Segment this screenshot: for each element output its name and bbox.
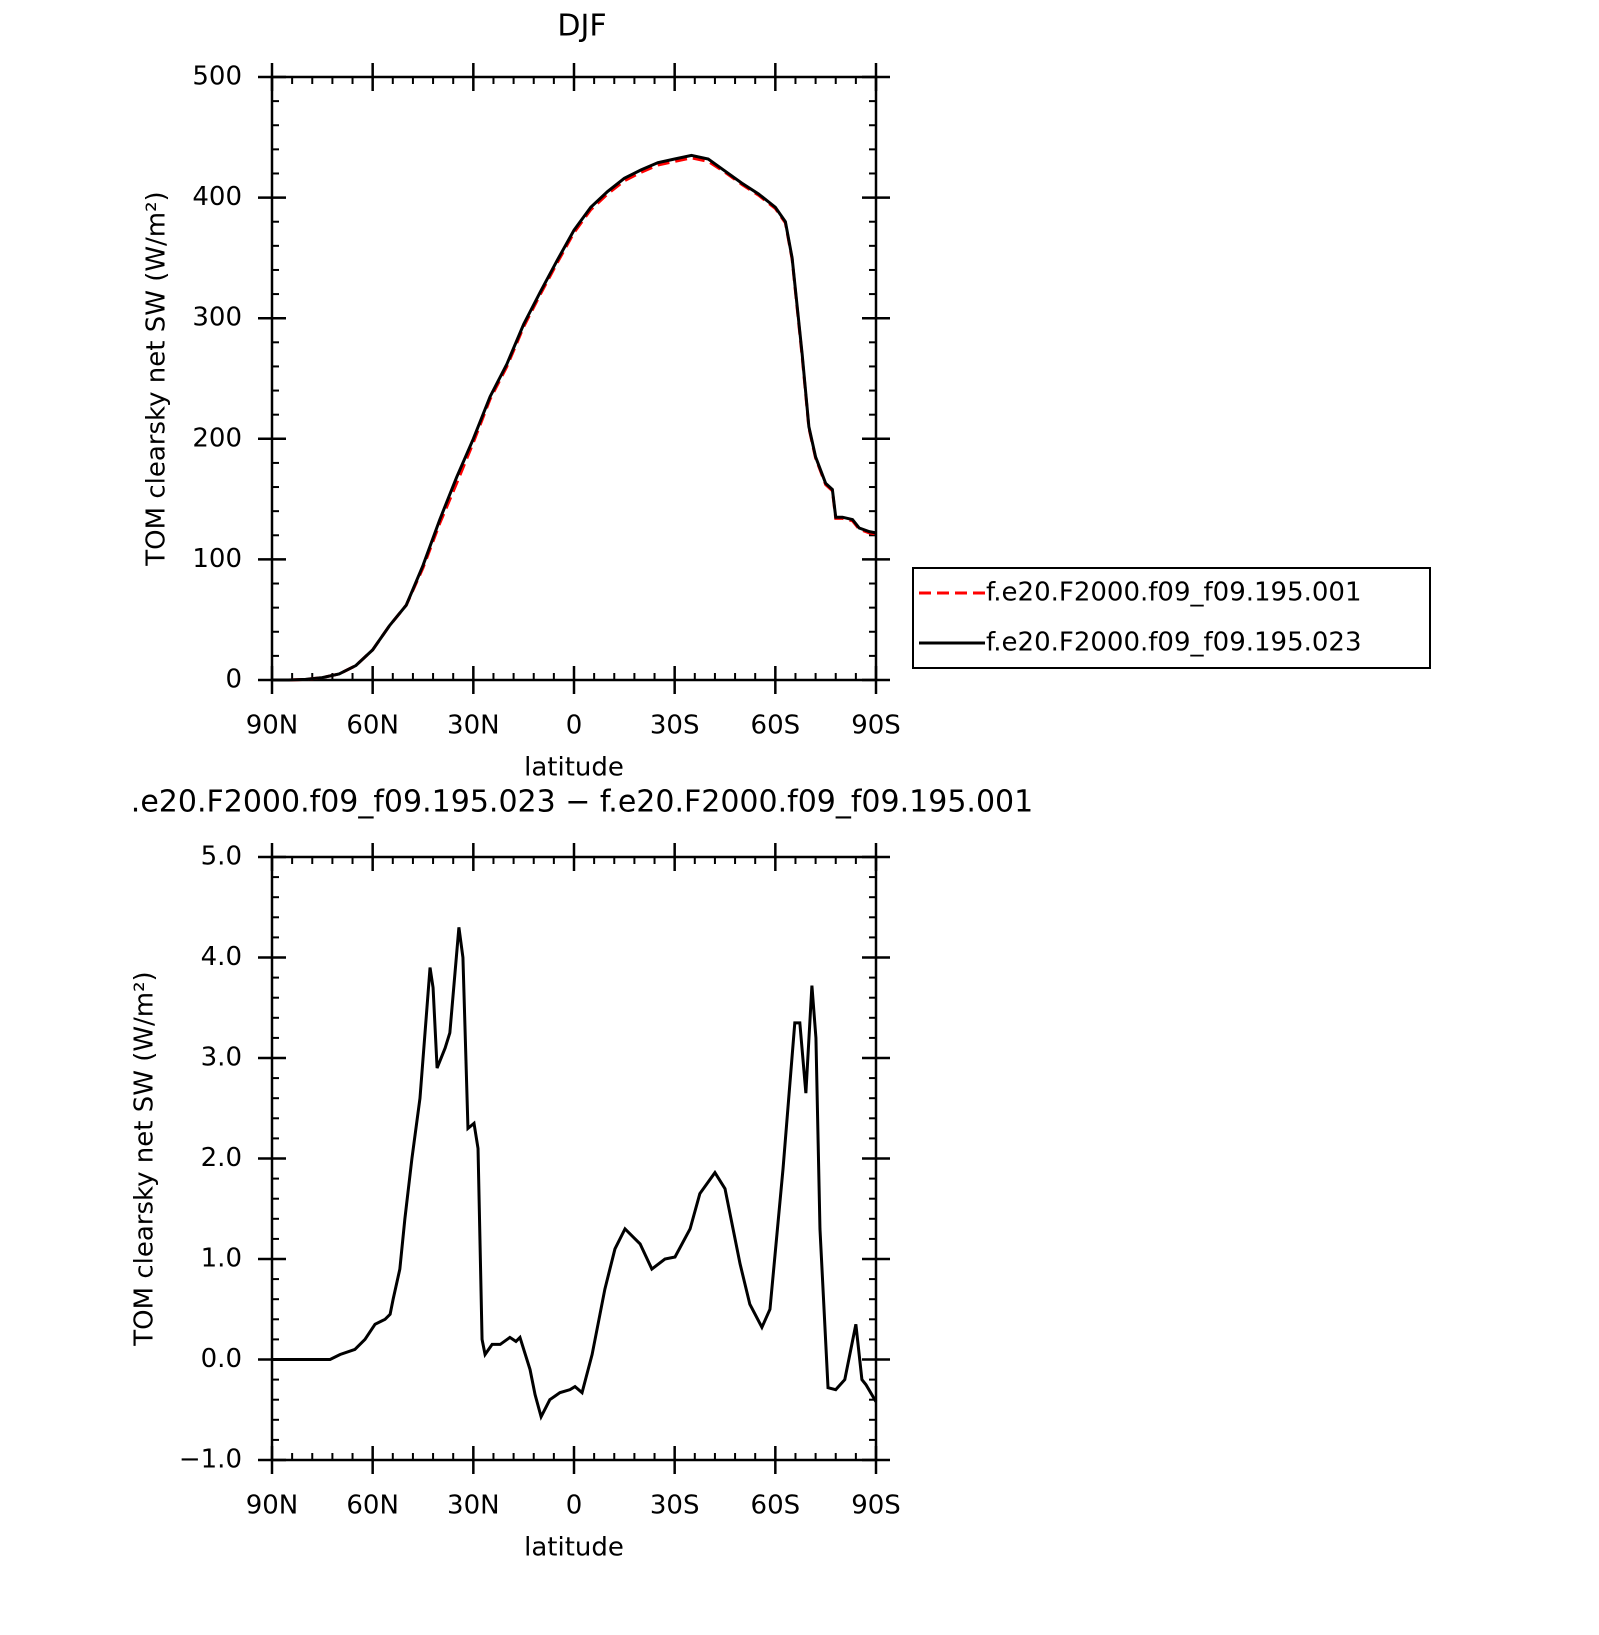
y-tick-label: 4.0	[201, 942, 242, 972]
x-tick-label: 90N	[246, 711, 299, 741]
legend-box	[912, 567, 1431, 669]
y-tick-label: 0	[225, 665, 242, 695]
y-tick-label: 400	[192, 182, 242, 212]
plot-frame	[270, 855, 878, 1462]
y-axis-label: TOM clearsky net SW (W/m²)	[142, 191, 172, 566]
y-tick-label: 0.0	[201, 1344, 242, 1374]
x-tick-label: 0	[566, 1491, 583, 1521]
y-tick-label: 1.0	[201, 1244, 242, 1274]
data-line	[272, 156, 877, 682]
x-tick-label: 90S	[851, 711, 901, 741]
y-tick-label: 200	[192, 423, 242, 453]
x-tick-label: 30N	[447, 1491, 500, 1521]
y-tick-label: 300	[192, 303, 242, 333]
y-axis-label: TOM clearsky net SW (W/m²)	[130, 971, 160, 1346]
x-tick-label: 30S	[650, 711, 700, 741]
y-tick-label: 2.0	[201, 1143, 242, 1173]
x-tick-label: 0	[566, 711, 583, 741]
data-line	[272, 927, 878, 1421]
legend-label: f.e20.F2000.f09_f09.195.023	[986, 628, 1362, 658]
x-axis-label: latitude	[524, 753, 624, 783]
chart-title: DJF	[557, 9, 606, 44]
x-axis-label: latitude	[524, 1533, 624, 1563]
y-tick-label: 5.0	[201, 842, 242, 872]
x-tick-label: 60S	[751, 711, 801, 741]
x-tick-label: 30N	[447, 711, 500, 741]
chart-title: .e20.F2000.f09_f09.195.023 − f.e20.F2000…	[131, 785, 1033, 820]
x-tick-label: 60S	[751, 1491, 801, 1521]
data-line	[272, 153, 877, 682]
x-tick-label: 30S	[650, 1491, 700, 1521]
y-tick-label: −1.0	[179, 1445, 242, 1475]
x-tick-label: 90S	[851, 1491, 901, 1521]
plot-frame	[270, 75, 878, 682]
x-tick-label: 90N	[246, 1491, 299, 1521]
legend-label: f.e20.F2000.f09_f09.195.001	[986, 578, 1362, 608]
x-tick-label: 60N	[346, 711, 399, 741]
y-tick-label: 3.0	[201, 1043, 242, 1073]
x-tick-label: 60N	[346, 1491, 399, 1521]
y-tick-label: 500	[192, 62, 242, 92]
y-tick-label: 100	[192, 544, 242, 574]
